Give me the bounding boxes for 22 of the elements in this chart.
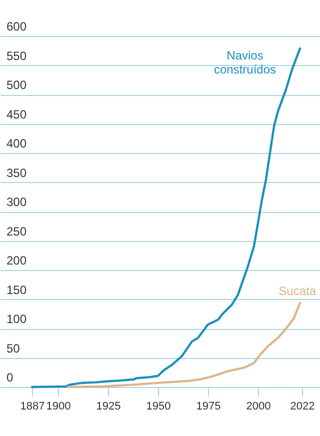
y-tick-label: 0: [6, 370, 14, 384]
y-tick-label: 200: [6, 254, 27, 268]
x-tick-label: 2022: [290, 400, 315, 412]
y-tick-label: 250: [6, 224, 27, 238]
series-label: Sucata: [278, 284, 316, 298]
y-tick-label: 500: [6, 78, 27, 92]
x-tick-label: 1900: [46, 400, 71, 412]
y-tick-label: 50: [6, 341, 20, 356]
y-tick-label: 400: [6, 136, 27, 151]
x-tick-label: 2000: [246, 400, 271, 412]
y-tick-label: 600: [6, 20, 27, 34]
y-tick-label: 550: [6, 48, 27, 63]
y-tick-label: 450: [6, 107, 27, 122]
y-tick-label: 350: [6, 166, 27, 180]
x-tick-label: 1887: [20, 400, 45, 412]
y-tick-label: 100: [6, 312, 27, 326]
x-tick-label: 1975: [196, 400, 221, 412]
series-label: Navios construídos: [214, 48, 276, 77]
x-tick-label: 1950: [146, 400, 171, 412]
y-tick-label: 150: [6, 282, 27, 297]
y-tick-label: 300: [6, 195, 27, 210]
x-tick-label: 1925: [96, 400, 121, 412]
